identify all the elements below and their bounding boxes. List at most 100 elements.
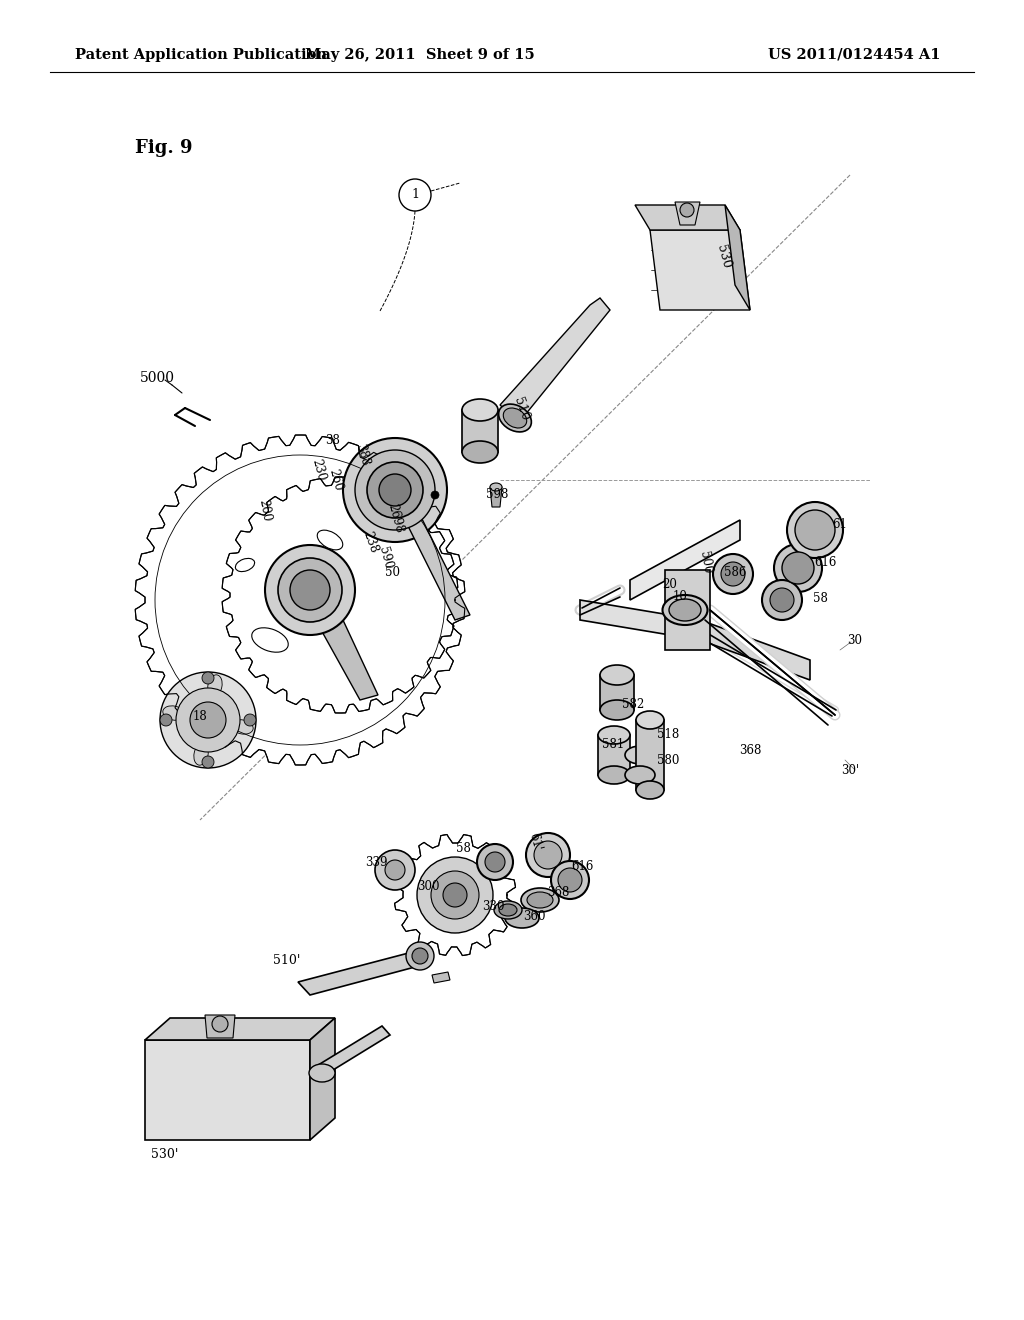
Polygon shape (135, 436, 465, 766)
Circle shape (795, 510, 835, 550)
Polygon shape (462, 411, 498, 451)
Polygon shape (650, 230, 750, 310)
Text: May 26, 2011  Sheet 9 of 15: May 26, 2011 Sheet 9 of 15 (305, 48, 535, 62)
Text: 368: 368 (738, 743, 761, 756)
Circle shape (278, 558, 342, 622)
Text: 50: 50 (384, 565, 399, 578)
Circle shape (385, 861, 406, 880)
Polygon shape (400, 506, 470, 620)
Text: 61': 61' (526, 832, 544, 853)
Ellipse shape (625, 766, 655, 784)
Text: Patent Application Publication: Patent Application Publication (75, 48, 327, 62)
Ellipse shape (252, 628, 288, 652)
Polygon shape (700, 620, 810, 680)
Polygon shape (222, 477, 458, 713)
Polygon shape (394, 834, 515, 956)
Text: 388: 388 (353, 442, 371, 467)
Text: 5000: 5000 (140, 371, 175, 385)
Text: 518: 518 (656, 729, 679, 742)
Circle shape (477, 843, 513, 880)
Circle shape (244, 714, 256, 726)
Circle shape (774, 544, 822, 591)
Text: 10: 10 (673, 590, 687, 602)
Text: 582: 582 (622, 698, 644, 711)
Ellipse shape (625, 746, 655, 764)
Circle shape (160, 672, 256, 768)
Text: Fig. 9: Fig. 9 (135, 139, 193, 157)
Text: 368: 368 (547, 887, 569, 899)
Polygon shape (636, 719, 664, 789)
Polygon shape (725, 205, 750, 310)
Circle shape (534, 841, 562, 869)
Circle shape (412, 948, 428, 964)
Ellipse shape (669, 599, 701, 620)
Polygon shape (600, 675, 634, 710)
Text: 61: 61 (833, 519, 848, 532)
Polygon shape (500, 298, 610, 418)
Circle shape (406, 942, 434, 970)
Ellipse shape (317, 531, 343, 550)
Ellipse shape (462, 399, 498, 421)
Polygon shape (675, 202, 700, 224)
Text: 500: 500 (696, 550, 714, 574)
Circle shape (431, 871, 479, 919)
Polygon shape (205, 1015, 234, 1038)
Text: 1: 1 (411, 189, 419, 202)
Text: 510: 510 (511, 396, 531, 422)
Text: 260: 260 (326, 467, 344, 492)
Ellipse shape (462, 441, 498, 463)
Circle shape (290, 570, 330, 610)
Text: 20: 20 (663, 578, 678, 591)
Text: 30': 30' (841, 763, 859, 776)
Ellipse shape (194, 743, 208, 766)
Text: 339: 339 (366, 855, 388, 869)
Polygon shape (580, 601, 700, 640)
Ellipse shape (600, 700, 634, 719)
Ellipse shape (499, 404, 531, 432)
Circle shape (721, 562, 745, 586)
Circle shape (190, 702, 226, 738)
Text: 360: 360 (522, 911, 545, 924)
Polygon shape (490, 487, 502, 507)
Ellipse shape (663, 595, 708, 624)
Circle shape (787, 502, 843, 558)
Polygon shape (310, 587, 378, 700)
Ellipse shape (600, 665, 634, 685)
Circle shape (680, 203, 694, 216)
Ellipse shape (503, 408, 526, 428)
Circle shape (558, 869, 582, 892)
Text: 590: 590 (376, 545, 394, 570)
Ellipse shape (598, 726, 630, 744)
Circle shape (770, 587, 794, 612)
Ellipse shape (163, 706, 184, 721)
Ellipse shape (505, 908, 539, 928)
Circle shape (202, 672, 214, 684)
Text: 238: 238 (360, 529, 380, 554)
Polygon shape (630, 520, 740, 601)
Text: 38: 38 (326, 433, 340, 446)
Polygon shape (310, 1018, 335, 1140)
Circle shape (212, 1016, 228, 1032)
Ellipse shape (527, 892, 553, 908)
Polygon shape (635, 205, 740, 230)
Circle shape (526, 833, 570, 876)
Circle shape (176, 688, 240, 752)
Circle shape (160, 714, 172, 726)
Polygon shape (310, 1026, 390, 1078)
Ellipse shape (494, 902, 522, 919)
Circle shape (379, 474, 411, 506)
Text: 580: 580 (656, 754, 679, 767)
Circle shape (417, 857, 493, 933)
Polygon shape (145, 1018, 335, 1040)
Ellipse shape (598, 766, 630, 784)
Text: 581: 581 (602, 738, 624, 751)
Circle shape (431, 491, 439, 499)
Text: US 2011/0124454 A1: US 2011/0124454 A1 (768, 48, 940, 62)
Ellipse shape (636, 781, 664, 799)
Text: 230: 230 (309, 458, 328, 483)
Circle shape (355, 450, 435, 531)
Circle shape (202, 756, 214, 768)
Text: 530: 530 (714, 243, 732, 269)
Circle shape (343, 438, 447, 543)
Text: 586: 586 (724, 565, 746, 578)
